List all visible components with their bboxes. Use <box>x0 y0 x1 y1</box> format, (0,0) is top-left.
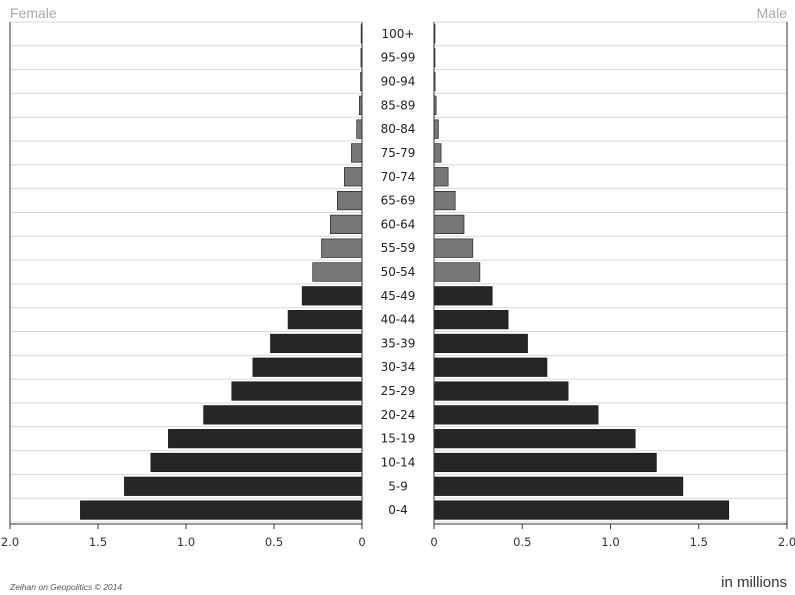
tick-label-left-1.5: 1.5 <box>89 535 107 549</box>
female-label: Female <box>10 5 57 21</box>
female-bar-5-9 <box>124 476 363 496</box>
male-bar-35-39 <box>433 333 528 354</box>
male-bar-25-29 <box>433 381 569 401</box>
age-label-85-89: 85-89 <box>381 98 416 112</box>
male-bar-0-4 <box>433 500 730 520</box>
male-bar-65-69 <box>433 190 456 211</box>
tick-labels: 2.0 1.5 1.0 0.5 0 0 0.5 1.0 1.5 2.0 <box>1 535 795 549</box>
female-bar-65-69 <box>337 190 363 211</box>
age-label-65-69: 65-69 <box>381 194 416 208</box>
male-bar-15-19 <box>433 429 636 449</box>
age-label-100+: 100+ <box>382 27 415 41</box>
age-label-55-59: 55-59 <box>381 241 416 255</box>
age-label-70-74: 70-74 <box>381 170 416 184</box>
age-label-45-49: 45-49 <box>381 289 416 303</box>
tick-label-right-0.5: 0.5 <box>513 535 531 549</box>
female-bar-40-44 <box>287 310 363 330</box>
female-bar-20-24 <box>203 405 363 425</box>
age-label-10-14: 10-14 <box>381 455 416 469</box>
tick-label-right-1.5: 1.5 <box>690 535 708 549</box>
age-label-30-34: 30-34 <box>381 360 416 374</box>
female-bar-25-29 <box>231 381 363 401</box>
male-bar-55-59 <box>433 238 474 258</box>
tick-label-right-0: 0 <box>430 535 437 549</box>
tick-label-left-1.0: 1.0 <box>177 535 195 549</box>
age-label-75-79: 75-79 <box>381 146 416 160</box>
male-bar-45-49 <box>433 286 493 306</box>
tick-label-left-0.5: 0.5 <box>265 535 283 549</box>
male-bar-75-79 <box>433 143 442 163</box>
age-label-95-99: 95-99 <box>381 51 416 65</box>
male-label: Male <box>757 5 788 21</box>
age-label-80-84: 80-84 <box>381 122 416 136</box>
gridlines <box>10 21 787 523</box>
age-label-0-4: 0-4 <box>388 503 408 517</box>
age-label-60-64: 60-64 <box>381 217 416 231</box>
tick-label-left-2.0: 2.0 <box>1 535 19 549</box>
male-bar-5-9 <box>433 476 684 496</box>
female-bar-10-14 <box>150 452 363 473</box>
axes <box>9 22 788 529</box>
female-bar-70-74 <box>344 167 363 187</box>
female-bar-80-84 <box>356 119 363 139</box>
male-bar-40-44 <box>433 310 509 330</box>
female-bar-30-34 <box>252 357 363 377</box>
source-note: Zeihan on Geopolitics © 2014 <box>9 582 122 592</box>
age-label-35-39: 35-39 <box>381 336 416 350</box>
female-bar-15-19 <box>168 429 363 449</box>
female-bar-35-39 <box>270 333 363 354</box>
tick-label-right-2.0: 2.0 <box>778 535 795 549</box>
age-labels: 100+ 95-99 90-94 85-89 80-84 75-79 70-74 65-69 6… <box>381 27 416 517</box>
age-label-40-44: 40-44 <box>381 313 416 327</box>
female-bar-0-4 <box>80 500 363 520</box>
units-label: in millions <box>721 574 787 591</box>
male-bar-70-74 <box>433 167 449 187</box>
tick-label-right-1.0: 1.0 <box>601 535 619 549</box>
age-label-15-19: 15-19 <box>381 432 416 446</box>
age-label-90-94: 90-94 <box>381 75 416 89</box>
male-bar-10-14 <box>433 452 657 473</box>
age-label-20-24: 20-24 <box>381 408 416 422</box>
female-bar-75-79 <box>351 143 363 163</box>
female-bar-45-49 <box>301 286 363 306</box>
male-bar-50-54 <box>433 262 481 282</box>
female-bar-55-59 <box>321 238 363 258</box>
male-bar-20-24 <box>433 405 599 425</box>
bars <box>80 24 730 520</box>
male-bar-60-64 <box>433 214 465 234</box>
female-bar-50-54 <box>312 262 363 282</box>
age-label-5-9: 5-9 <box>388 479 408 493</box>
age-label-25-29: 25-29 <box>381 384 416 398</box>
male-bar-30-34 <box>433 357 548 377</box>
female-bar-60-64 <box>330 214 363 234</box>
age-label-50-54: 50-54 <box>381 265 416 279</box>
tick-label-left-0: 0 <box>358 535 365 549</box>
male-bar-80-84 <box>433 119 439 139</box>
